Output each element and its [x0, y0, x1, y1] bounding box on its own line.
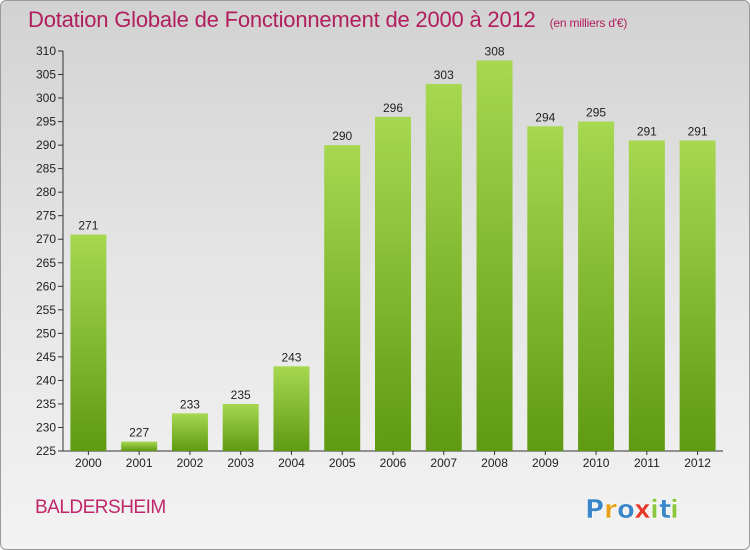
y-tick-label: 270	[36, 232, 56, 246]
bar-2004	[273, 366, 310, 451]
y-tick-label: 300	[36, 91, 56, 105]
logo-letter: t	[659, 495, 671, 525]
data-label-2009: 294	[535, 110, 555, 124]
y-tick-label: 280	[36, 185, 56, 199]
x-tick-label-2001: 2001	[126, 456, 153, 470]
logo-letter: x	[634, 495, 651, 525]
y-tick-label: 225	[36, 444, 56, 458]
x-tick-label-2010: 2010	[583, 456, 610, 470]
x-tick-label-2007: 2007	[430, 456, 457, 470]
x-tick-label-2003: 2003	[227, 456, 254, 470]
chart-title-text: Dotation Globale de Fonctionnement de 20…	[28, 7, 536, 32]
x-tick-label-2011: 2011	[634, 456, 660, 470]
x-tick-label-2005: 2005	[329, 456, 356, 470]
data-label-2004: 243	[281, 350, 301, 364]
y-tick-label: 255	[36, 303, 56, 317]
data-label-2006: 296	[383, 101, 403, 115]
x-tick-label-2012: 2012	[684, 456, 711, 470]
bar-2002	[171, 413, 208, 451]
logo-letter: P	[585, 495, 604, 525]
y-tick-label: 305	[36, 68, 56, 82]
bar-2000	[70, 234, 107, 451]
x-tick-label-2009: 2009	[532, 456, 559, 470]
chart-title: Dotation Globale de Fonctionnement de 20…	[28, 7, 627, 33]
data-label-2010: 295	[586, 106, 606, 120]
y-tick-label: 260	[36, 279, 56, 293]
bar-2006	[375, 116, 411, 451]
bar-2010	[578, 121, 615, 452]
data-label-2003: 235	[231, 388, 251, 402]
y-tick-label: 240	[36, 373, 56, 387]
data-label-2011: 291	[637, 124, 657, 138]
x-tick-label-2004: 2004	[278, 456, 305, 470]
logo-letter: o	[617, 495, 635, 525]
chart-data-labels: 271 227 233 235 243 290 296 303 308 294 295 291 291	[78, 44, 708, 439]
y-tick-label: 285	[36, 162, 56, 176]
logo-letter: i	[650, 495, 659, 525]
data-label-2008: 308	[485, 44, 505, 58]
y-tick-label: 265	[36, 256, 56, 270]
data-label-2012: 291	[688, 124, 708, 138]
y-tick-label: 230	[36, 420, 56, 434]
chart-axes: 225 230 235 240 245 250 255 260 265 270 275 280 285 2…	[36, 44, 723, 470]
data-label-2002: 233	[180, 397, 200, 411]
y-tick-label: 290	[36, 138, 56, 152]
data-label-2001: 227	[129, 426, 149, 440]
logo-letter: i	[670, 495, 679, 525]
y-tick-label: 250	[36, 326, 56, 340]
x-tick-label-2002: 2002	[177, 456, 204, 470]
bar-2008	[476, 60, 513, 451]
y-tick-label: 295	[36, 115, 56, 129]
chart-unit: (en milliers d'€)	[549, 16, 628, 30]
y-tick-label: 245	[36, 350, 56, 364]
bar-2003	[222, 403, 259, 451]
data-label-2000: 271	[78, 219, 98, 233]
x-tick-label-2008: 2008	[481, 456, 508, 470]
logo-letter: r	[604, 495, 617, 525]
data-label-2005: 290	[332, 129, 352, 143]
y-tick-label: 310	[36, 44, 56, 58]
chart-bars	[70, 60, 716, 452]
x-tick-label-2006: 2006	[380, 456, 407, 470]
commune-name: BALDERSHEIM	[35, 497, 166, 518]
x-tick-label-2000: 2000	[75, 456, 102, 470]
data-label-2007: 303	[434, 68, 454, 82]
bar-2007	[425, 83, 462, 452]
bar-2012	[679, 140, 716, 452]
y-tick-label: 275	[36, 209, 56, 223]
bar-2001	[121, 441, 158, 451]
bar-2009	[527, 126, 564, 451]
bar-2005	[324, 145, 361, 451]
y-tick-label: 235	[36, 397, 56, 411]
bar-2011	[628, 140, 665, 452]
